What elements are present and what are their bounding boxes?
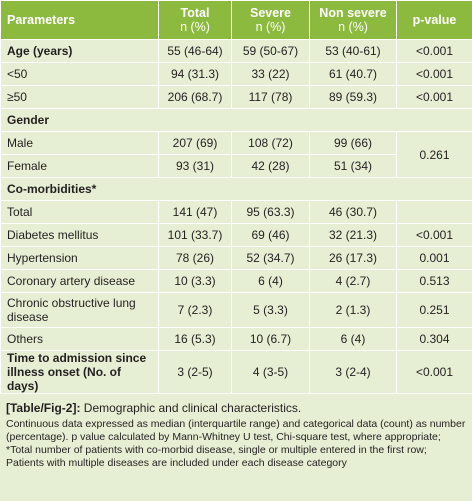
cell-p-value: <0.001 bbox=[396, 62, 472, 86]
cell-total: 78 (26) bbox=[158, 246, 232, 270]
table-row: Hypertension 78 (26) 52 (34.7) 26 (17.3)… bbox=[0, 246, 472, 270]
cell-total: 16 (5.3) bbox=[158, 327, 232, 351]
cell-total: 55 (46-64) bbox=[158, 39, 232, 63]
cell-p-value bbox=[396, 200, 472, 224]
row-label: Total bbox=[0, 200, 159, 224]
cell-severe: 52 (34.7) bbox=[231, 246, 310, 270]
row-label: Age (years) bbox=[0, 39, 159, 63]
row-label: Female bbox=[0, 154, 159, 178]
footnote: *Total number of patients with co-morbid… bbox=[6, 444, 427, 469]
cell-p-value: 0.513 bbox=[396, 269, 472, 293]
row-label: Diabetes mellitus bbox=[0, 223, 159, 247]
row-label: Male bbox=[0, 131, 159, 155]
section-row: Co-morbidities* bbox=[0, 177, 472, 201]
cell-p-value: 0.261 bbox=[396, 131, 472, 178]
table-row: Time to admission since illness onset (N… bbox=[0, 350, 472, 394]
row-label: Coronary artery disease bbox=[0, 269, 159, 293]
cell-total: 10 (3.3) bbox=[158, 269, 232, 293]
cell-severe: 5 (3.3) bbox=[231, 292, 310, 328]
cell-total: 141 (47) bbox=[158, 200, 232, 224]
cell-non-severe: 51 (34) bbox=[309, 154, 397, 178]
section-row: Gender bbox=[0, 108, 472, 132]
cell-non-severe: 4 (2.7) bbox=[309, 269, 397, 293]
section-label-comorbidities: Co-morbidities* bbox=[0, 177, 472, 201]
header-total: Total n (%) bbox=[158, 0, 232, 40]
table-row: Others 16 (5.3) 10 (6.7) 6 (4) 0.304 bbox=[0, 327, 472, 351]
table-caption: [Table/Fig-2]: Demographic and clinical … bbox=[0, 394, 472, 470]
cell-non-severe: 26 (17.3) bbox=[309, 246, 397, 270]
row-label: Others bbox=[0, 327, 159, 351]
cell-non-severe: 2 (1.3) bbox=[309, 292, 397, 328]
header-severe: Severe n (%) bbox=[231, 0, 310, 40]
cell-total: 101 (33.7) bbox=[158, 223, 232, 247]
header-row: Parameters Total n (%) Severe n (%) Non se… bbox=[0, 0, 472, 40]
characteristics-table: Parameters Total n (%) Severe n (%) Non se… bbox=[0, 0, 472, 394]
caption-line: [Table/Fig-2]: Demographic and clinical … bbox=[6, 401, 466, 416]
table-row: Total 141 (47) 95 (63.3) 46 (30.7) bbox=[0, 200, 472, 224]
table-row: Male 207 (69) 108 (72) 99 (66) 0.261 bbox=[0, 131, 472, 178]
cell-severe: 42 (28) bbox=[231, 154, 310, 178]
row-label: Chronic obstructive lung disease bbox=[0, 292, 159, 328]
section-label-gender: Gender bbox=[0, 108, 472, 132]
cell-total: 3 (2-5) bbox=[158, 350, 232, 394]
cell-non-severe: 32 (21.3) bbox=[309, 223, 397, 247]
cell-non-severe: 53 (40-61) bbox=[309, 39, 397, 63]
table-row: <50 94 (31.3) 33 (22) 61 (40.7) <0.001 bbox=[0, 62, 472, 86]
cell-severe: 95 (63.3) bbox=[231, 200, 310, 224]
cell-severe: 6 (4) bbox=[231, 269, 310, 293]
header-parameters: Parameters bbox=[0, 0, 159, 40]
cell-severe: 10 (6.7) bbox=[231, 327, 310, 351]
header-p-value: p-value bbox=[396, 0, 472, 40]
header-non-severe: Non severe n (%) bbox=[309, 0, 397, 40]
cell-non-severe: 89 (59.3) bbox=[309, 85, 397, 109]
cell-severe: 33 (22) bbox=[231, 62, 310, 86]
row-label: Time to admission since illness onset (N… bbox=[0, 350, 159, 394]
footnote: Continuous data expressed as median (int… bbox=[6, 418, 466, 443]
cell-severe: 4 (3-5) bbox=[231, 350, 310, 394]
table-row: Coronary artery disease 10 (3.3) 6 (4) 4… bbox=[0, 269, 472, 293]
table-row: Female 93 (31) 42 (28) 51 (34) bbox=[0, 154, 472, 178]
cell-severe: 117 (78) bbox=[231, 85, 310, 109]
cell-p-value: <0.001 bbox=[396, 350, 472, 394]
table-row: Diabetes mellitus 101 (33.7) 69 (46) 32 … bbox=[0, 223, 472, 247]
cell-p-value: <0.001 bbox=[396, 85, 472, 109]
cell-p-value: 0.001 bbox=[396, 246, 472, 270]
cell-total: 7 (2.3) bbox=[158, 292, 232, 328]
cell-non-severe: 6 (4) bbox=[309, 327, 397, 351]
cell-total: 94 (31.3) bbox=[158, 62, 232, 86]
cell-non-severe: 61 (40.7) bbox=[309, 62, 397, 86]
row-label: Hypertension bbox=[0, 246, 159, 270]
table-row: ≥50 206 (68.7) 117 (78) 89 (59.3) <0.001 bbox=[0, 85, 472, 109]
cell-total: 93 (31) bbox=[158, 154, 232, 178]
row-label: <50 bbox=[0, 62, 159, 86]
cell-severe: 59 (50-67) bbox=[231, 39, 310, 63]
cell-p-value: 0.251 bbox=[396, 292, 472, 328]
table-row: Chronic obstructive lung disease 7 (2.3)… bbox=[0, 292, 472, 328]
cell-p-value: <0.001 bbox=[396, 223, 472, 247]
cell-total: 207 (69) bbox=[158, 131, 232, 155]
cell-non-severe: 99 (66) bbox=[309, 131, 397, 155]
cell-total: 206 (68.7) bbox=[158, 85, 232, 109]
cell-p-value: <0.001 bbox=[396, 39, 472, 63]
caption-ref: [Table/Fig-2]: bbox=[6, 401, 81, 415]
cell-severe: 69 (46) bbox=[231, 223, 310, 247]
cell-non-severe: 46 (30.7) bbox=[309, 200, 397, 224]
cell-p-value: 0.304 bbox=[396, 327, 472, 351]
table-row: Age (years) 55 (46-64) 59 (50-67) 53 (40… bbox=[0, 39, 472, 63]
cell-severe: 108 (72) bbox=[231, 131, 310, 155]
caption-title: Demographic and clinical characteristics… bbox=[83, 401, 302, 415]
cell-non-severe: 3 (2-4) bbox=[309, 350, 397, 394]
row-label: ≥50 bbox=[0, 85, 159, 109]
